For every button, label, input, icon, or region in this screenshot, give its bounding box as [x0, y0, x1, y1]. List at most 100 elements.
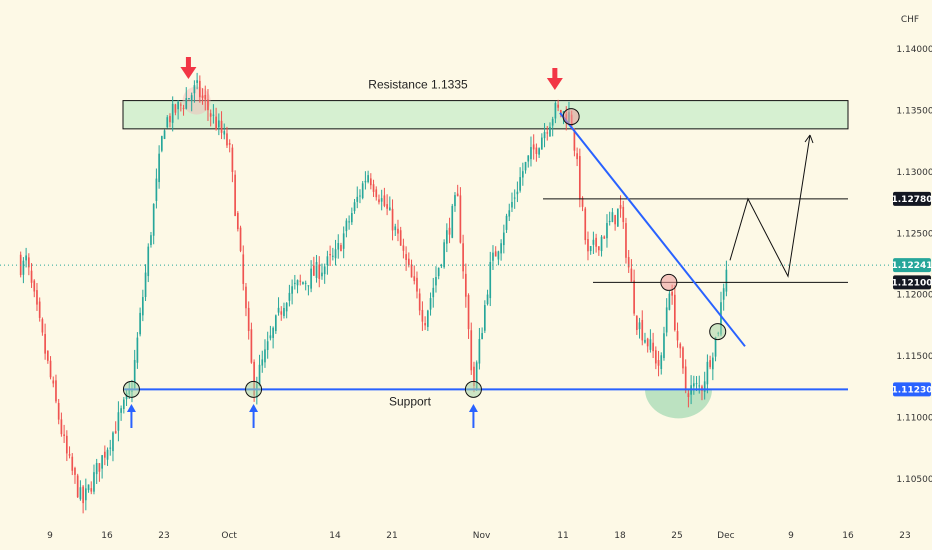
candle-body [250, 329, 253, 363]
candle-body [57, 402, 60, 420]
candle-body [592, 239, 595, 245]
candle-body [709, 360, 711, 368]
candle-body [239, 227, 242, 251]
candle-body [247, 307, 250, 331]
candle-body [394, 226, 397, 231]
currency-label: CHF [901, 15, 919, 25]
candle-body [68, 454, 71, 456]
candle-body [329, 254, 331, 256]
candle-body [424, 323, 426, 326]
x-tick-label: 18 [614, 531, 626, 541]
candle-body [30, 270, 33, 283]
candle-body [725, 269, 728, 292]
candle-body [372, 184, 375, 192]
candle-body [155, 178, 158, 201]
candle-body [426, 310, 429, 327]
candle-body [188, 98, 190, 100]
y-tick-label: 1.11500 [896, 352, 932, 362]
candle-body [445, 230, 448, 244]
candle-body [676, 331, 679, 341]
x-tick-label: 16 [101, 531, 113, 541]
candle-body [182, 107, 185, 109]
y-tick-label: 1.12000 [896, 291, 932, 301]
candle-body [302, 282, 304, 284]
candle-body [117, 412, 120, 431]
candle-body [190, 95, 193, 102]
candle-body [95, 463, 98, 475]
candle-body [272, 327, 274, 338]
projection-arrowhead [804, 134, 814, 144]
y-tick-label: 1.13500 [896, 106, 932, 116]
candle-body [383, 195, 386, 206]
candle-body [312, 265, 315, 276]
candle-body [679, 343, 682, 349]
candle-body [331, 255, 334, 257]
candle-body [399, 230, 402, 246]
x-tick-label: 9 [47, 531, 53, 541]
candle-body [359, 195, 361, 197]
candle-body [530, 147, 532, 160]
candle-body [483, 305, 486, 331]
candle-body [41, 319, 44, 333]
candle-body [193, 85, 196, 94]
candle-body [646, 338, 649, 347]
candle-body [706, 361, 709, 385]
candle-body [323, 266, 326, 275]
candle-body [486, 294, 489, 305]
candle-body [318, 264, 321, 279]
candle-body [388, 207, 391, 211]
candle-body [619, 205, 622, 209]
x-tick-label: 21 [386, 531, 397, 541]
candle-body [101, 455, 103, 469]
candle-body [201, 95, 204, 98]
candle-body [264, 349, 266, 363]
candle-body [220, 120, 223, 133]
candle-body [122, 399, 125, 409]
candle-body [456, 193, 459, 197]
candle-body [342, 233, 345, 249]
x-tick-label: Oct [221, 531, 237, 541]
y-tick-label: 1.13000 [896, 168, 932, 178]
candle-body [274, 315, 277, 332]
candle-body [299, 280, 302, 282]
candle-body [576, 153, 578, 160]
candle-body [326, 256, 329, 266]
candle-body [608, 220, 611, 222]
candle-body [353, 202, 356, 212]
candle-body [432, 287, 435, 298]
x-tick-label: 23 [899, 531, 910, 541]
candle-body [369, 178, 372, 186]
candle-body [407, 258, 410, 265]
candle-body [513, 197, 516, 199]
candle-body [293, 282, 296, 284]
x-tick-label: 16 [842, 531, 854, 541]
candle-body [378, 199, 380, 203]
candle-body [386, 204, 388, 209]
candle-body [296, 280, 299, 286]
candle-body [147, 246, 150, 277]
candle-body [478, 338, 481, 364]
x-tick-label: 9 [788, 531, 794, 541]
candle-body [429, 298, 432, 310]
candle-body [38, 301, 41, 318]
support-touch-circle [122, 380, 140, 398]
candle-body [280, 311, 283, 315]
candle-body [207, 99, 209, 111]
candle-body [79, 487, 82, 500]
resistance-touch-circle [660, 273, 678, 291]
candle-body [722, 288, 725, 300]
candle-body [654, 350, 657, 364]
price-badge-text: 1.11230 [892, 385, 932, 395]
support-touch-circle [245, 380, 263, 398]
candle-body [266, 341, 269, 350]
candle-body [695, 383, 698, 385]
candle-body [321, 272, 323, 277]
blue-up-arrow-icon [468, 404, 478, 412]
candle-body [291, 286, 293, 294]
y-tick-label: 1.11000 [896, 414, 932, 424]
candle-body [163, 130, 166, 139]
candle-body [133, 360, 136, 389]
candle-body [242, 254, 245, 284]
candle-body [492, 252, 494, 261]
